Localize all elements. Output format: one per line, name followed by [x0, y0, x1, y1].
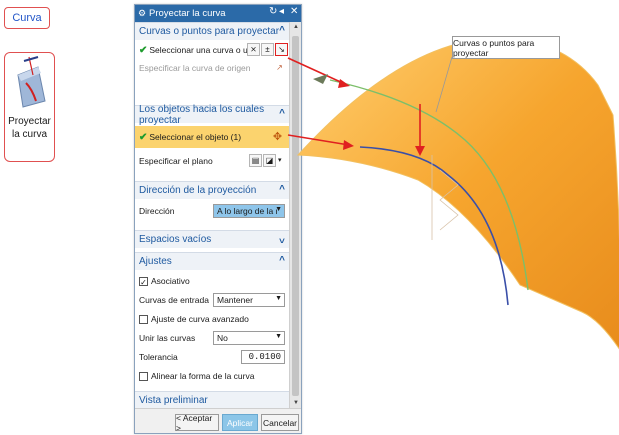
- plane-select-icon[interactable]: ◪: [263, 154, 276, 167]
- curve-end-marker-icon: [313, 74, 328, 84]
- section-direction-title: Dirección de la proyección: [139, 185, 257, 196]
- section-settings-title: Ajustes: [139, 256, 172, 267]
- specify-plane-row[interactable]: Especificar el plano ▤ ◪ ▾: [135, 151, 289, 171]
- scroll-down-icon[interactable]: ▼: [293, 400, 299, 406]
- pin-icon[interactable]: ◂: [279, 6, 285, 17]
- input-curves-row: Curvas de entrada Mantener ▼: [135, 291, 289, 309]
- red-arrowhead-down-icon: [415, 146, 425, 156]
- red-arrowhead-2-icon: [343, 140, 354, 150]
- chevron-down-icon: ▼: [275, 295, 282, 302]
- input-curves-label: Curvas de entrada: [139, 295, 209, 305]
- green-curve: [329, 79, 529, 291]
- chevron-down-icon: ▼: [275, 333, 282, 340]
- project-label-line1: Proyectar: [8, 116, 51, 127]
- section-curves-header[interactable]: Curvas o puntos para proyectar ^: [135, 22, 289, 40]
- advanced-fit-row[interactable]: Ajuste de curva avanzado: [135, 310, 289, 328]
- section-curves-title: Curvas o puntos para proyectar: [139, 26, 280, 37]
- tolerance-label: Tolerancia: [139, 352, 178, 362]
- section-objects-header[interactable]: Los objetos hacia los cuales proyectar ^: [135, 103, 289, 126]
- plane-dropdown-icon[interactable]: ▾: [278, 157, 282, 164]
- join-curves-select[interactable]: No ▼: [213, 331, 285, 345]
- section-preview-title: Vista preliminar: [139, 394, 208, 406]
- viewport-callout: Curvas o puntos para proyectar: [452, 36, 560, 59]
- close-icon[interactable]: ✕: [290, 6, 299, 17]
- align-shape-row[interactable]: Alinear la forma de la curva: [135, 367, 289, 385]
- dialog-scrollbar[interactable]: ▲ ▼: [289, 22, 301, 408]
- direction-label: Dirección: [139, 206, 175, 216]
- dialog-titlebar: ⚙ Proyectar la curva ↻ ◂ ✕: [135, 5, 301, 22]
- associative-checkbox[interactable]: ✓: [139, 276, 148, 287]
- point-dialog-icon[interactable]: ±: [261, 43, 274, 56]
- red-arrowhead-1-icon: [338, 79, 350, 88]
- select-curve-label: Seleccionar una curva o un punto: [149, 45, 257, 55]
- dialog-title: Proyectar la curva: [149, 8, 226, 19]
- input-curves-select[interactable]: Mantener ▼: [213, 293, 285, 307]
- project-curve-dialog: ⚙ Proyectar la curva ↻ ◂ ✕ Curvas o punt…: [134, 4, 302, 434]
- direction-select[interactable]: A lo largo de la norr ▼: [213, 204, 285, 218]
- dialog-content: Curvas o puntos para proyectar ^ ✔ Selec…: [135, 22, 289, 408]
- associative-label: Asociativo: [151, 276, 190, 286]
- blue-projected-curve: [359, 146, 509, 306]
- specify-plane-label: Especificar el plano: [139, 156, 213, 166]
- chevron-up-icon[interactable]: ^: [279, 108, 285, 119]
- align-shape-label: Alinear la forma de la curva: [151, 371, 255, 381]
- chevron-up-icon[interactable]: ^: [279, 184, 285, 195]
- advanced-fit-checkbox[interactable]: [139, 314, 148, 324]
- section-gaps-header[interactable]: Espacios vacíos ^: [135, 230, 289, 248]
- input-curves-value: Mantener: [217, 295, 253, 305]
- checkmark-icon: ✔: [139, 44, 148, 56]
- source-curve-icon[interactable]: ↗: [276, 63, 283, 72]
- curva-tab-button[interactable]: Curva: [4, 7, 50, 29]
- join-curves-label: Unir las curvas: [139, 333, 196, 343]
- section-direction-header[interactable]: Dirección de la proyección ^: [135, 181, 289, 199]
- cancel-button[interactable]: Cancelar: [261, 414, 299, 431]
- scroll-thumb[interactable]: [292, 36, 299, 396]
- chevron-down-icon: ▼: [275, 206, 282, 213]
- scroll-up-icon[interactable]: ▲: [293, 24, 299, 30]
- curva-label: Curva: [12, 12, 42, 24]
- advanced-fit-label: Ajuste de curva avanzado: [151, 314, 249, 324]
- project-label-line2: la curva: [11, 129, 47, 140]
- gear-icon[interactable]: ⚙: [137, 8, 147, 18]
- tolerance-row: Tolerancia 0.0100: [135, 348, 289, 366]
- chevron-up-icon[interactable]: ^: [279, 255, 285, 266]
- checkmark-icon: ✔: [139, 131, 148, 143]
- section-preview-header[interactable]: Vista preliminar: [135, 391, 289, 408]
- section-settings-header[interactable]: Ajustes ^: [135, 252, 289, 270]
- project-curve-icon: [17, 56, 46, 108]
- callout-leader-line: [435, 56, 453, 113]
- select-object-label: Seleccionar el objeto (1): [149, 132, 242, 142]
- direction-value: A lo largo de la norr: [217, 206, 277, 216]
- reset-icon[interactable]: ↻: [269, 6, 278, 17]
- project-curve-label: Proyectar la curva: [5, 115, 54, 141]
- select-object-row[interactable]: ✔ Seleccionar el objeto (1) ✥: [135, 126, 289, 148]
- direction-row: Dirección A lo largo de la norr ▼: [135, 202, 289, 220]
- red-pointer-arrow-2: [287, 134, 350, 146]
- plane-dialog-icon[interactable]: ▤: [249, 154, 262, 167]
- projection-direction-vector: [431, 155, 459, 240]
- chevron-up-icon[interactable]: ^: [279, 25, 285, 36]
- red-pointer-arrow-1: [287, 57, 346, 85]
- section-gaps-title: Espacios vacíos: [139, 234, 212, 245]
- select-curve-icon[interactable]: ↘: [275, 43, 288, 56]
- source-curve-row[interactable]: Especificar la curva de origen ↗: [135, 59, 289, 77]
- join-curves-row: Unir las curvas No ▼: [135, 329, 289, 347]
- project-curve-command-button[interactable]: Proyectar la curva: [4, 52, 55, 162]
- dialog-footer: < Aceptar > Aplicar Cancelar: [135, 408, 301, 433]
- curve-rule-icon[interactable]: ⨯: [247, 43, 260, 56]
- apply-button[interactable]: Aplicar: [222, 414, 258, 431]
- join-curves-value: No: [217, 333, 228, 343]
- source-curve-label: Especificar la curva de origen: [139, 63, 251, 73]
- align-shape-checkbox[interactable]: [139, 371, 148, 381]
- section-objects-title: Los objetos hacia los cuales proyectar: [139, 103, 265, 126]
- select-curve-row[interactable]: ✔ Seleccionar una curva o un punto ⨯ ± ↘: [135, 41, 289, 59]
- accept-button[interactable]: < Aceptar >: [175, 413, 219, 433]
- select-object-icon[interactable]: ✥: [272, 131, 283, 143]
- tolerance-input[interactable]: 0.0100: [241, 350, 285, 364]
- associative-row[interactable]: ✓ Asociativo: [135, 272, 289, 290]
